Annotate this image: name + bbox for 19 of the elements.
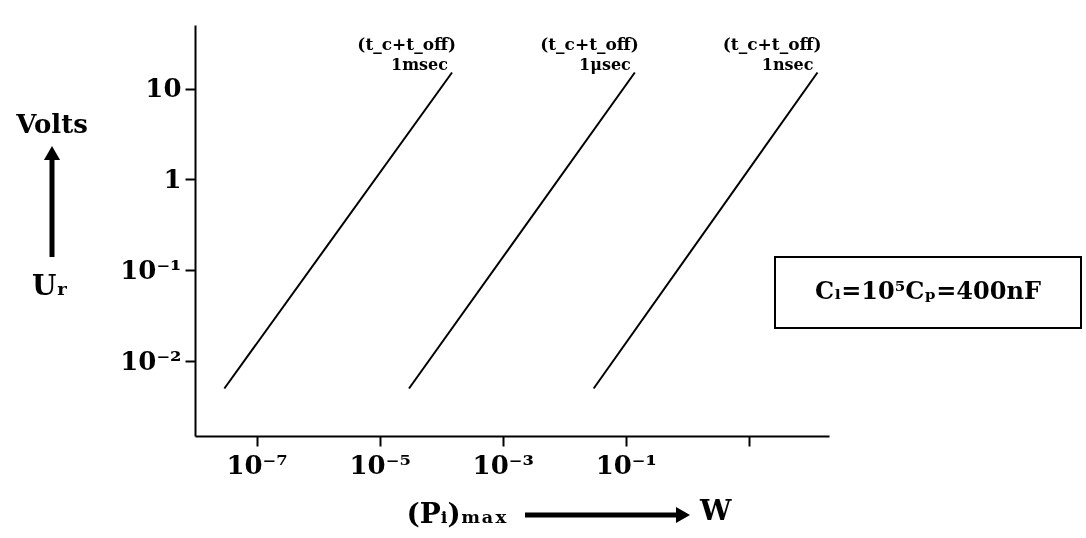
x-tick-label: 10⁻⁵ — [349, 449, 411, 480]
y-tick-label: 10 — [145, 73, 182, 104]
x-tick-label: 10⁻⁷ — [226, 449, 288, 480]
y-tick-label: 10⁻¹ — [120, 254, 182, 285]
series-label: 1msec — [391, 54, 449, 74]
annotation: (t_c+t_off) — [357, 33, 457, 54]
y-tick-label: 10⁻² — [120, 345, 182, 376]
text: W — [699, 494, 732, 527]
series-label: 1nsec — [761, 54, 814, 74]
x-tick-label: 10⁻¹ — [595, 449, 657, 480]
annotation: Cₗ=10⁵Cₚ=400nF — [815, 276, 1041, 305]
annotation: (t_c+t_off) — [722, 33, 822, 54]
x-tick-label: 10⁻³ — [472, 449, 534, 480]
y-tick-label: 1 — [163, 163, 182, 194]
x-axis-title: (Pᵢ)ₘₐₓ — [406, 497, 508, 530]
text: Volts — [15, 109, 88, 139]
y-axis-title: Uᵣ — [32, 269, 68, 302]
annotation: (t_c+t_off) — [540, 33, 639, 54]
series-label: 1μsec — [579, 54, 632, 74]
